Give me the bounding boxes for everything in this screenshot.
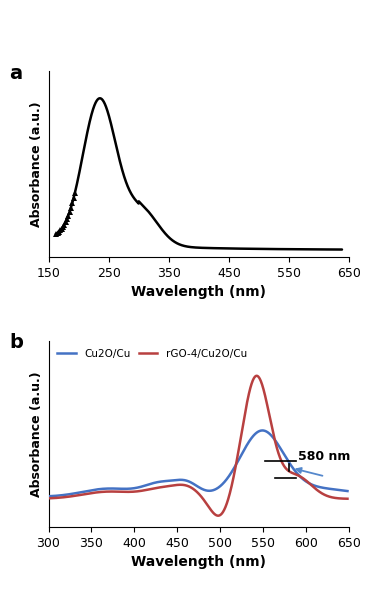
Cu2O/Cu — [185, 477, 189, 484]
rGO-4/Cu2O/Cu — [216, 512, 220, 519]
Line: rGO-4/Cu2O/Cu: rGO-4/Cu2O/Cu — [48, 376, 348, 516]
rGO-4/Cu2O/Cu — [185, 482, 189, 489]
Text: a: a — [9, 63, 23, 83]
Cu2O/Cu — [179, 477, 184, 484]
rGO-4/Cu2O/Cu — [81, 491, 86, 498]
Cu2O/Cu — [173, 477, 178, 484]
Text: b: b — [9, 333, 23, 352]
rGO-4/Cu2O/Cu — [173, 481, 178, 488]
Cu2O/Cu — [69, 490, 74, 497]
X-axis label: Wavelength (nm): Wavelength (nm) — [132, 285, 266, 300]
Line: Cu2O/Cu: Cu2O/Cu — [48, 430, 348, 496]
Cu2O/Cu — [81, 488, 86, 496]
rGO-4/Cu2O/Cu — [255, 372, 259, 379]
Cu2O/Cu — [260, 427, 265, 434]
Legend: Cu2O/Cu, rGO-4/Cu2O/Cu: Cu2O/Cu, rGO-4/Cu2O/Cu — [54, 346, 250, 362]
rGO-4/Cu2O/Cu — [69, 493, 74, 500]
rGO-4/Cu2O/Cu — [179, 481, 184, 488]
Cu2O/Cu — [345, 487, 350, 494]
Cu2O/Cu — [216, 484, 221, 491]
Y-axis label: Absorbance (a.u.): Absorbance (a.u.) — [30, 371, 43, 497]
rGO-4/Cu2O/Cu — [46, 495, 51, 502]
Y-axis label: Absorbance (a.u.): Absorbance (a.u.) — [30, 101, 43, 227]
X-axis label: Wavelength (nm): Wavelength (nm) — [132, 555, 266, 569]
Cu2O/Cu — [46, 493, 51, 500]
Text: 580 nm: 580 nm — [298, 450, 350, 462]
rGO-4/Cu2O/Cu — [345, 495, 350, 502]
rGO-4/Cu2O/Cu — [217, 512, 221, 519]
